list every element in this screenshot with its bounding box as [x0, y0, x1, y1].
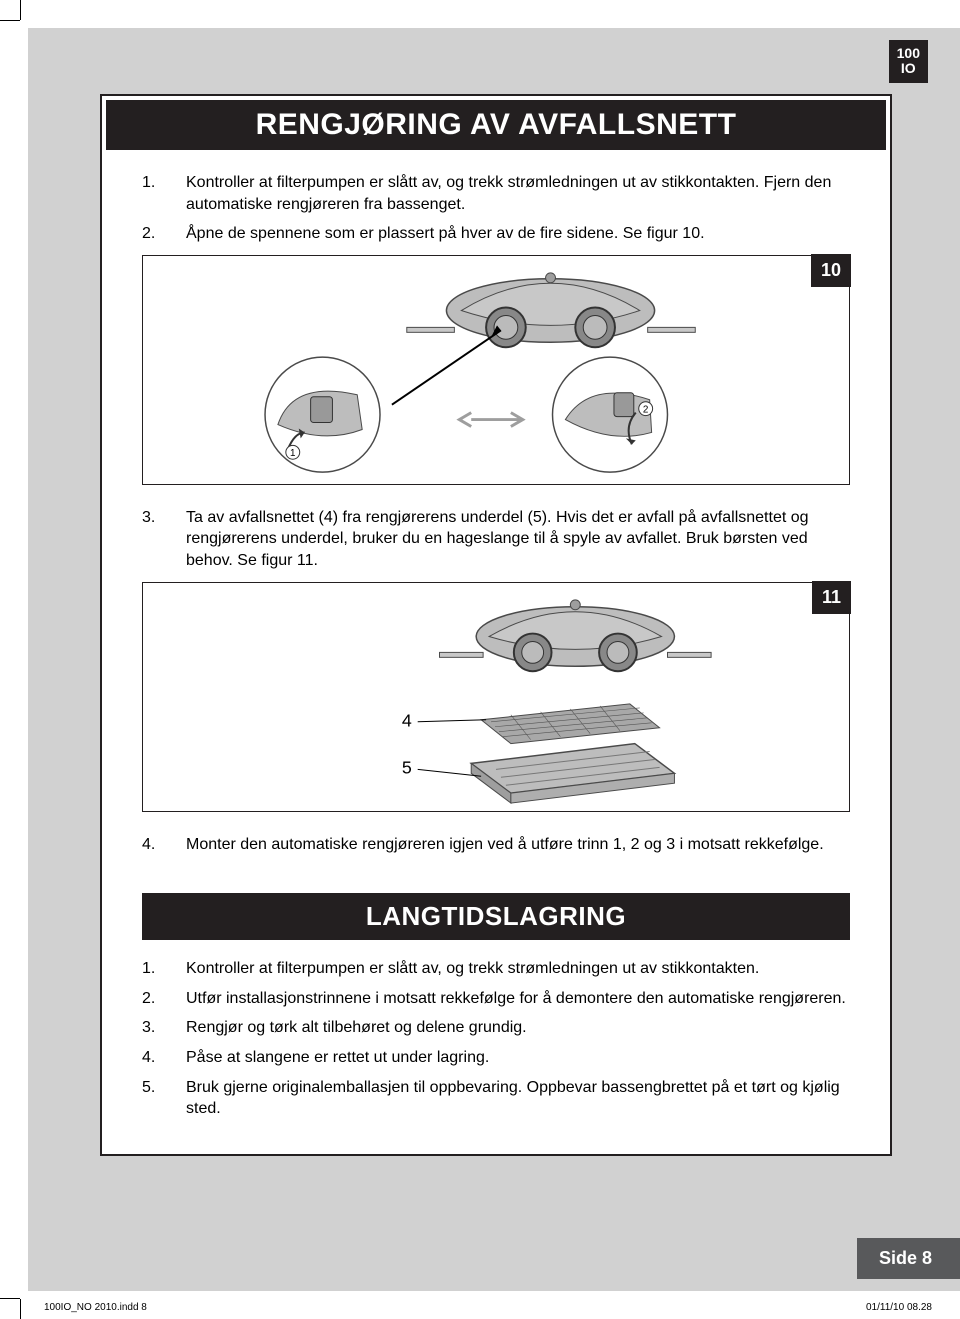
list-item: 1. Kontroller at filterpumpen er slått a…	[142, 958, 850, 980]
detail-number-1: 1	[290, 448, 296, 459]
list-item: 3. Rengjør og tørk alt tilbehøret og del…	[142, 1017, 850, 1039]
body-area: 1. Kontroller at filterpumpen er slått a…	[102, 154, 890, 889]
list-text: Kontroller at filterpumpen er slått av, …	[186, 172, 850, 215]
body-area-2: 1. Kontroller at filterpumpen er slått a…	[102, 944, 890, 1154]
figure-label: 10	[811, 254, 851, 287]
badge-line2: IO	[897, 61, 920, 76]
list-number: 2.	[142, 223, 186, 245]
badge-line1: 100	[897, 46, 920, 61]
section-header-cleaning: RENGJØRING AV AVFALLSNETT	[106, 100, 886, 150]
list-item: 3. Ta av avfallsnettet (4) fra rengjører…	[142, 507, 850, 572]
print-metadata: 100IO_NO 2010.indd 8 01/11/10 08.28	[44, 1302, 932, 1313]
detail-number-2: 2	[643, 404, 649, 415]
part-label-5: 5	[402, 757, 412, 777]
list-text: Bruk gjerne originalemballasjen til oppb…	[186, 1077, 850, 1120]
figure-11: 11	[142, 582, 850, 812]
list-item: 1. Kontroller at filterpumpen er slått a…	[142, 172, 850, 215]
meta-date: 01/11/10 08.28	[866, 1302, 932, 1313]
list-number: 1.	[142, 958, 186, 980]
list-number: 1.	[142, 172, 186, 215]
list-number: 4.	[142, 834, 186, 856]
list-item: 2. Utfør installasjonstrinnene i motsatt…	[142, 988, 850, 1010]
list-number: 5.	[142, 1077, 186, 1120]
list-text: Monter den automatiske rengjøreren igjen…	[186, 834, 850, 856]
figure-label: 11	[812, 581, 851, 614]
page-number: Side 8	[857, 1238, 960, 1279]
list-text: Kontroller at filterpumpen er slått av, …	[186, 958, 850, 980]
figure-10-illustration: 1 2	[143, 256, 849, 484]
list-number: 3.	[142, 507, 186, 572]
part-label-4: 4	[402, 710, 412, 730]
figure-10: 10	[142, 255, 850, 485]
list-item: 5. Bruk gjerne originalemballasjen til o…	[142, 1077, 850, 1120]
list-item: 4. Påse at slangene er rettet ut under l…	[142, 1047, 850, 1069]
list-text: Ta av avfallsnettet (4) fra rengjørerens…	[186, 507, 850, 572]
meta-filename: 100IO_NO 2010.indd 8	[44, 1302, 147, 1313]
list-text: Åpne de spennene som er plassert på hver…	[186, 223, 850, 245]
content-frame: RENGJØRING AV AVFALLSNETT 1. Kontroller …	[100, 94, 892, 1156]
figure-11-illustration: 4 5	[143, 583, 849, 811]
list-text: Rengjør og tørk alt tilbehøret og delene…	[186, 1017, 850, 1039]
list-number: 4.	[142, 1047, 186, 1069]
list-number: 2.	[142, 988, 186, 1010]
model-badge: 100 IO	[889, 40, 928, 83]
list-number: 3.	[142, 1017, 186, 1039]
section-header-storage: LANGTIDSLAGRING	[142, 893, 850, 940]
list-text: Utfør installasjonstrinnene i motsatt re…	[186, 988, 850, 1010]
list-text: Påse at slangene er rettet ut under lagr…	[186, 1047, 850, 1069]
list-item: 4. Monter den automatiske rengjøreren ig…	[142, 834, 850, 856]
list-item: 2. Åpne de spennene som er plassert på h…	[142, 223, 850, 245]
